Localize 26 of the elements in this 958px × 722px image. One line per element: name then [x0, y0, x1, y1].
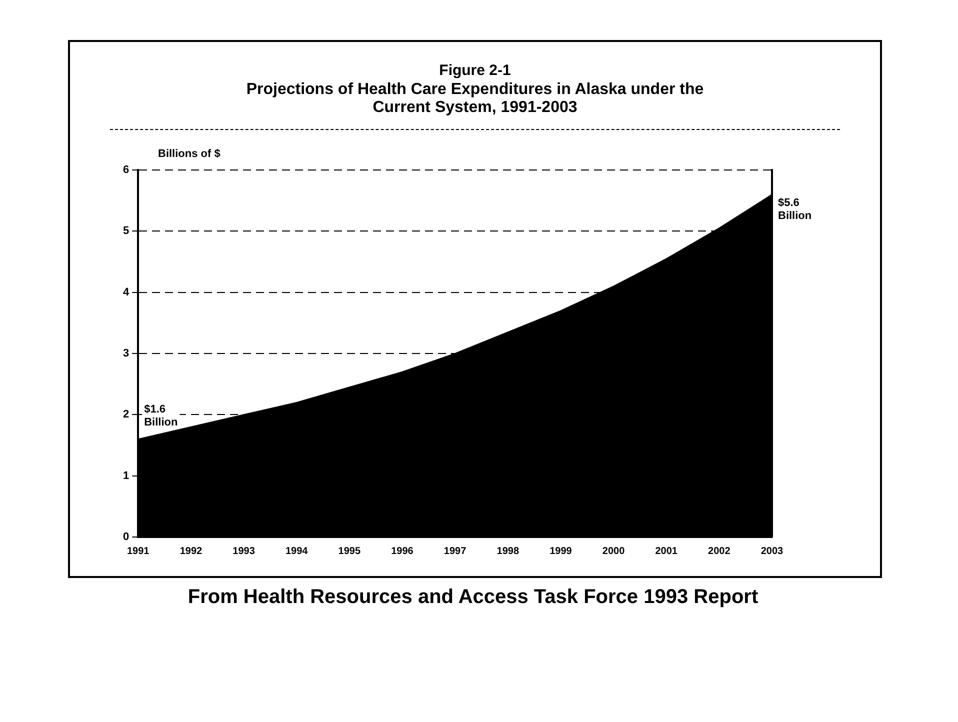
x-tick-label: 1993 — [232, 546, 256, 557]
x-tick-label: 2003 — [760, 546, 784, 557]
x-tick-label: 1999 — [550, 546, 572, 557]
x-tick-label: 1998 — [496, 546, 520, 557]
text: From Health Resources and Access Task Force 1993 Report — [186, 586, 760, 609]
y-tick-label: 6 — [122, 164, 130, 176]
x-tick-label: 1992 — [180, 546, 202, 557]
chart-title: Figure 2-1 — [438, 62, 512, 79]
y-axis-title: Billions of $ — [158, 148, 222, 160]
x-tick-label: 1994 — [285, 546, 308, 557]
annotation: $1.6 Billion — [144, 404, 178, 429]
annotation: $5.6 Billion — [778, 197, 812, 222]
y-tick-label: 4 — [122, 286, 130, 298]
chart-subtitle: Projections of Health Care Expenditures in Alaska under the Current System, 1991-2003 — [245, 81, 705, 117]
y-tick-label: 0 — [122, 531, 130, 544]
x-tick-label: 2000 — [602, 546, 626, 557]
y-tick-label: 3 — [122, 348, 130, 360]
y-tick-label: 5 — [122, 225, 130, 238]
y-tick-label: 2 — [122, 408, 130, 421]
y-tick-label: 1 — [122, 470, 130, 482]
x-tick-label: 1997 — [444, 546, 467, 557]
x-tick-label: 2002 — [708, 546, 731, 557]
x-tick-label: 2001 — [655, 546, 678, 557]
x-tick-label: 1996 — [391, 546, 414, 557]
x-tick-label: 1995 — [338, 546, 361, 557]
x-tick-label: 1991 — [126, 546, 150, 557]
